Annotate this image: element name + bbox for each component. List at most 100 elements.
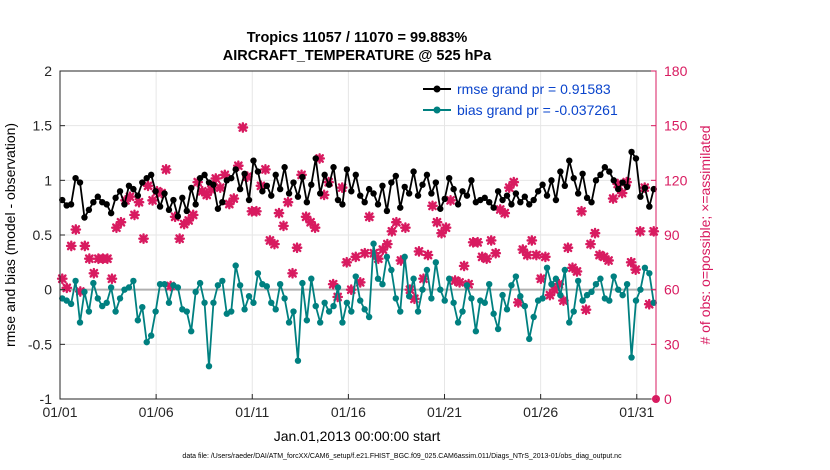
- obs-point: [79, 240, 91, 252]
- rmse-point: [432, 179, 440, 186]
- bias-point: [116, 295, 124, 302]
- rmse-series: [59, 148, 657, 221]
- rmse-point: [481, 194, 488, 202]
- obs-point: [440, 222, 452, 234]
- obs-point: [327, 278, 339, 290]
- bias-point: [414, 308, 422, 315]
- rmse-point: [486, 199, 493, 206]
- rmse-point: [459, 188, 466, 195]
- obs-point: [196, 185, 208, 197]
- bias-point: [99, 302, 106, 310]
- obs-point: [621, 176, 633, 188]
- bias-point: [339, 319, 346, 326]
- y2-tick-label: 180: [664, 63, 688, 79]
- rmse-point: [59, 196, 66, 204]
- obs-point: [56, 273, 68, 285]
- obs-point: [549, 284, 560, 296]
- obs-point: [341, 256, 353, 268]
- rmse-point: [165, 206, 173, 214]
- rmse-point: [188, 184, 195, 192]
- bias-point: [468, 295, 475, 302]
- obs-point: [187, 209, 199, 221]
- rmse-point: [361, 199, 368, 206]
- rmse-point: [183, 207, 190, 215]
- obs-point: [363, 211, 375, 223]
- rmse-point: [441, 195, 448, 203]
- rmse-point: [312, 155, 319, 162]
- rmse-point: [437, 205, 444, 212]
- rmse-point: [490, 204, 497, 211]
- rmse-point: [357, 192, 364, 199]
- rmse-point: [316, 190, 324, 197]
- obs-point: [490, 247, 502, 259]
- rmse-point: [192, 201, 199, 208]
- bias-point: [254, 270, 262, 277]
- obs-point: [264, 235, 276, 246]
- obs-point: [458, 260, 470, 272]
- obs-point: [142, 180, 154, 192]
- bias-series: [59, 240, 657, 370]
- rmse-point: [334, 196, 342, 204]
- rmse-point: [263, 182, 271, 189]
- bias-point: [316, 319, 324, 326]
- obs-point: [476, 251, 488, 263]
- obs-point: [612, 178, 624, 190]
- rmse-point: [210, 181, 217, 188]
- bias-point: [530, 313, 537, 321]
- rmse-point: [121, 201, 128, 208]
- obs-point: [526, 235, 538, 246]
- rmse-point: [348, 188, 355, 195]
- obs-point: [345, 284, 357, 296]
- rmse-point: [143, 174, 150, 182]
- chart-title: Tropics 11057 / 11070 = 99.883%: [247, 30, 468, 46]
- bias-point: [357, 297, 364, 304]
- bias-point: [574, 277, 582, 285]
- bias-point: [285, 319, 293, 326]
- obs-point: [390, 216, 402, 228]
- obs-point: [418, 273, 429, 285]
- rmse-point: [299, 173, 306, 181]
- bias-point: [192, 288, 199, 296]
- obs-point: [409, 293, 420, 305]
- obs-point: [88, 267, 100, 279]
- rmse-point: [134, 192, 142, 199]
- obs-point: [377, 244, 389, 255]
- obs-point: [517, 244, 529, 255]
- rmse-point: [552, 196, 560, 204]
- bias-point: [374, 275, 382, 282]
- bias-point: [552, 275, 560, 282]
- obs-point: [607, 193, 619, 204]
- bias-point: [432, 259, 440, 266]
- bias-point: [543, 264, 551, 271]
- legend-rmse-marker: [433, 85, 441, 93]
- x-axis-label: Jan.01,2013 00:00:00 start: [274, 428, 441, 444]
- rmse-point: [219, 199, 226, 206]
- rmse-point: [365, 185, 373, 193]
- bias-point: [72, 277, 79, 285]
- bias-point: [268, 299, 275, 306]
- obs-point: [115, 216, 127, 228]
- rmse-point: [646, 203, 653, 210]
- rmse-point: [196, 174, 204, 182]
- rmse-point: [392, 172, 400, 180]
- legend-bias-label: bias grand pr = -0.037261: [457, 102, 618, 118]
- bias-point: [134, 317, 142, 324]
- rmse-point: [201, 171, 208, 179]
- rmse-point: [619, 179, 626, 186]
- bias-point: [103, 299, 110, 306]
- rmse-point: [254, 168, 262, 175]
- y-tick-label: 0.5: [33, 227, 53, 243]
- bias-point: [308, 275, 315, 282]
- obs-point: [147, 194, 158, 206]
- bias-point: [241, 306, 248, 313]
- legend-rmse-label: rmse grand pr = 0.91583: [457, 81, 611, 97]
- bias-point: [272, 306, 279, 313]
- bias-point: [107, 284, 115, 291]
- rmse-point: [397, 204, 404, 211]
- rmse-point: [294, 193, 302, 200]
- bias-point: [397, 308, 404, 315]
- bias-point: [365, 313, 373, 321]
- y-tick-label: 2: [44, 63, 52, 79]
- rmse-point: [463, 192, 471, 199]
- rmse-point: [561, 182, 569, 189]
